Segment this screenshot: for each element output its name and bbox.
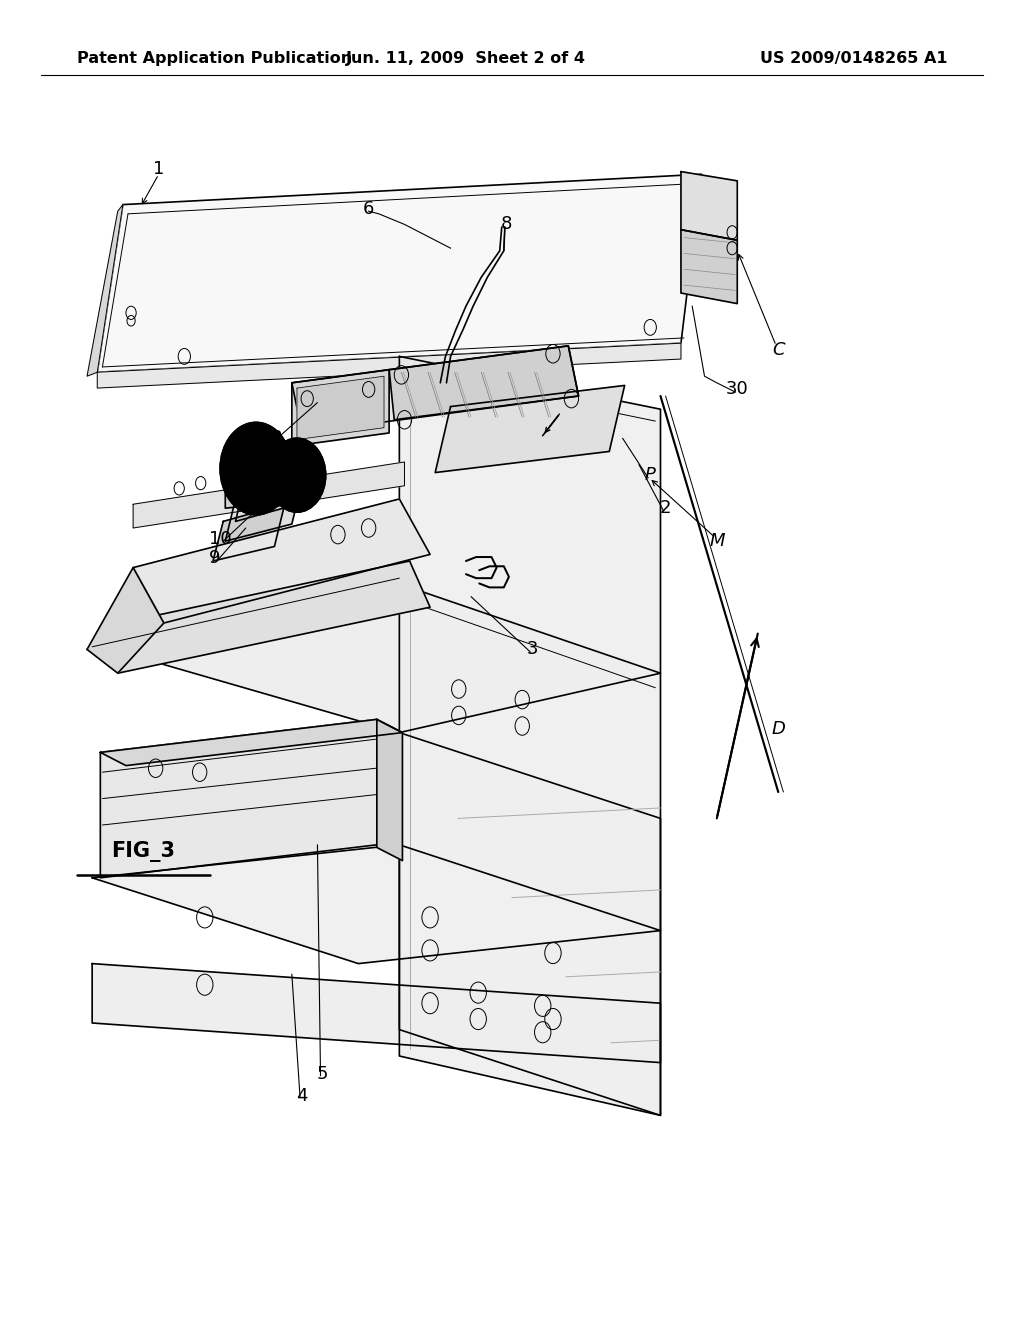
Text: P: P bbox=[645, 466, 655, 484]
Polygon shape bbox=[100, 719, 402, 766]
Text: 4: 4 bbox=[296, 1086, 308, 1105]
Polygon shape bbox=[92, 964, 660, 1063]
Polygon shape bbox=[213, 504, 285, 561]
Polygon shape bbox=[297, 376, 384, 440]
Polygon shape bbox=[681, 172, 737, 240]
Text: 13: 13 bbox=[260, 429, 283, 447]
Polygon shape bbox=[292, 370, 389, 446]
Text: FIG_3: FIG_3 bbox=[112, 841, 175, 862]
Text: 30: 30 bbox=[726, 380, 749, 399]
Text: 9: 9 bbox=[209, 549, 221, 568]
Polygon shape bbox=[102, 587, 660, 733]
Polygon shape bbox=[87, 568, 164, 673]
Circle shape bbox=[220, 422, 292, 515]
Polygon shape bbox=[97, 343, 681, 388]
Text: Patent Application Publication: Patent Application Publication bbox=[77, 51, 352, 66]
Text: 3: 3 bbox=[526, 640, 539, 659]
Polygon shape bbox=[236, 459, 317, 521]
Polygon shape bbox=[97, 174, 701, 372]
Text: D: D bbox=[771, 719, 785, 738]
Text: 10: 10 bbox=[209, 529, 231, 548]
Text: 6: 6 bbox=[362, 199, 375, 218]
Polygon shape bbox=[102, 561, 430, 673]
Text: 5: 5 bbox=[316, 1065, 329, 1084]
Circle shape bbox=[268, 438, 326, 512]
Polygon shape bbox=[87, 205, 123, 376]
Polygon shape bbox=[377, 719, 402, 861]
Polygon shape bbox=[133, 462, 404, 528]
Polygon shape bbox=[225, 446, 287, 508]
Text: 1: 1 bbox=[153, 160, 165, 178]
Text: 2: 2 bbox=[659, 499, 672, 517]
Polygon shape bbox=[292, 346, 579, 433]
Polygon shape bbox=[225, 482, 302, 541]
Polygon shape bbox=[389, 346, 579, 420]
Polygon shape bbox=[92, 845, 660, 964]
Polygon shape bbox=[681, 230, 737, 304]
Text: US 2009/0148265 A1: US 2009/0148265 A1 bbox=[760, 51, 947, 66]
Text: M: M bbox=[709, 532, 725, 550]
Polygon shape bbox=[399, 356, 660, 1115]
Text: 8: 8 bbox=[501, 215, 513, 234]
Text: Jun. 11, 2009  Sheet 2 of 4: Jun. 11, 2009 Sheet 2 of 4 bbox=[346, 51, 586, 66]
Text: C: C bbox=[772, 341, 784, 359]
Polygon shape bbox=[100, 719, 377, 878]
Polygon shape bbox=[399, 733, 660, 1115]
Polygon shape bbox=[133, 499, 430, 623]
Polygon shape bbox=[435, 385, 625, 473]
